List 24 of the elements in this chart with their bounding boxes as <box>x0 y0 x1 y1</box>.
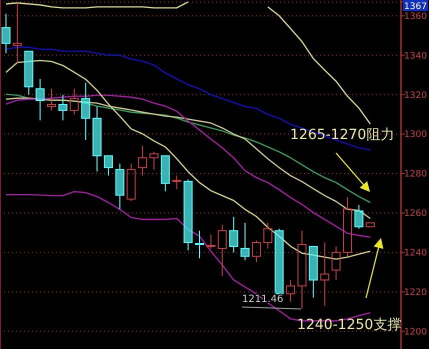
candlestick <box>1 13 10 54</box>
y-tick-label: 1320 <box>404 90 428 101</box>
candlestick <box>81 82 90 140</box>
candlestick <box>172 174 182 190</box>
candlestick <box>332 246 341 280</box>
y-tick-label: 1367 <box>404 2 427 12</box>
candlestick <box>195 230 204 259</box>
y-tick-label: 1260 <box>404 209 428 220</box>
y-tick-label: 1280 <box>404 170 428 180</box>
candlestick <box>92 106 102 172</box>
candlestick <box>36 78 45 121</box>
candlestick <box>58 94 68 121</box>
candlestick <box>297 230 306 310</box>
y-tick-label: 1200 <box>404 327 428 338</box>
y-tick-label: 1360 <box>404 12 428 22</box>
y-tick-label: 1300 <box>404 130 428 140</box>
candlestick <box>138 145 148 176</box>
candlestick <box>229 216 238 253</box>
candlestick <box>320 242 330 306</box>
candlestick <box>12 1 22 64</box>
y-tick-label: 1240 <box>404 248 428 259</box>
candlestick <box>115 163 124 210</box>
y-tick-label: 1340 <box>404 51 428 62</box>
y-tick-label: 1220 <box>404 288 428 298</box>
